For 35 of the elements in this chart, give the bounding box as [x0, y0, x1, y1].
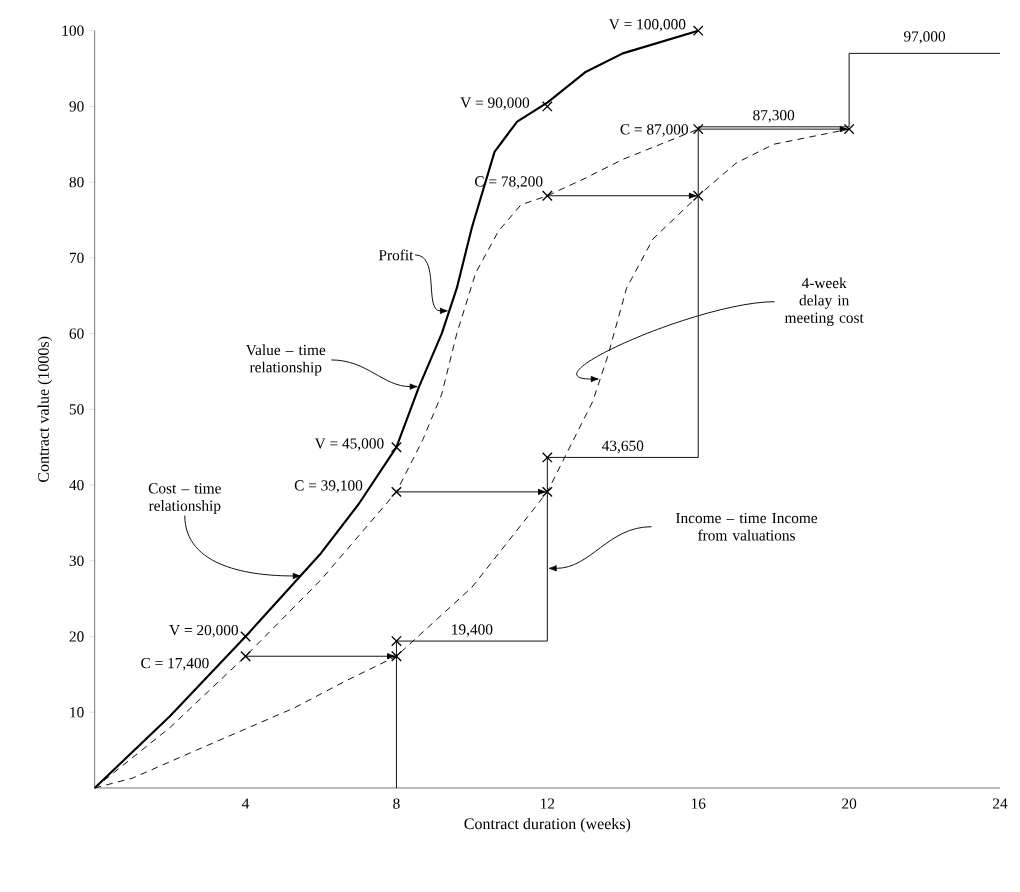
x-axis-title: Contract duration (weeks): [464, 817, 631, 833]
y-tick-label: 80: [69, 176, 84, 188]
y-tick-label: 40: [69, 479, 84, 491]
y-tick-label: 60: [69, 328, 84, 339]
y-tick-label: 50: [69, 404, 84, 415]
x-tick-label: 24: [993, 798, 1008, 809]
annotation: C = 17,400: [141, 657, 209, 671]
annotation: 4-week delay in meeting cost: [784, 277, 864, 326]
annotation: Value – time relationship: [245, 344, 326, 376]
annotation: 97,000: [903, 31, 946, 44]
x-tick-label: 4: [242, 798, 250, 809]
annotation: 43,650: [601, 440, 644, 454]
y-tick-label: 10: [70, 707, 84, 718]
annotation: Income – time Income from valuations: [675, 512, 818, 541]
annotation: V = 20,000: [169, 624, 239, 638]
annotation: C = 78,200: [474, 176, 543, 189]
annotation: Cost – time relationship: [148, 483, 221, 514]
annotation: V = 90,000: [460, 97, 530, 111]
annotation: Profit: [378, 249, 414, 261]
annotation: V = 100,000: [608, 19, 686, 32]
annotation: 87,300: [753, 110, 795, 123]
y-tick-label: 30: [69, 555, 84, 566]
y-tick-label: 70: [69, 252, 84, 264]
x-tick-label: 12: [541, 798, 555, 809]
x-tick-label: 8: [393, 798, 400, 809]
annotation: V = 45,000: [314, 438, 384, 451]
annotation: 19,400: [452, 624, 493, 637]
x-tick-label: 16: [691, 798, 706, 809]
annotation: C = 39,100: [294, 480, 363, 493]
y-tick-label: 90: [69, 101, 84, 112]
x-tick-label: 20: [842, 798, 857, 809]
annotation: C = 87,000: [620, 124, 689, 137]
y-tick-label: 100: [62, 25, 84, 36]
y-tick-label: 20: [69, 631, 84, 642]
y-axis-title: Contract value (1000s): [37, 336, 53, 482]
